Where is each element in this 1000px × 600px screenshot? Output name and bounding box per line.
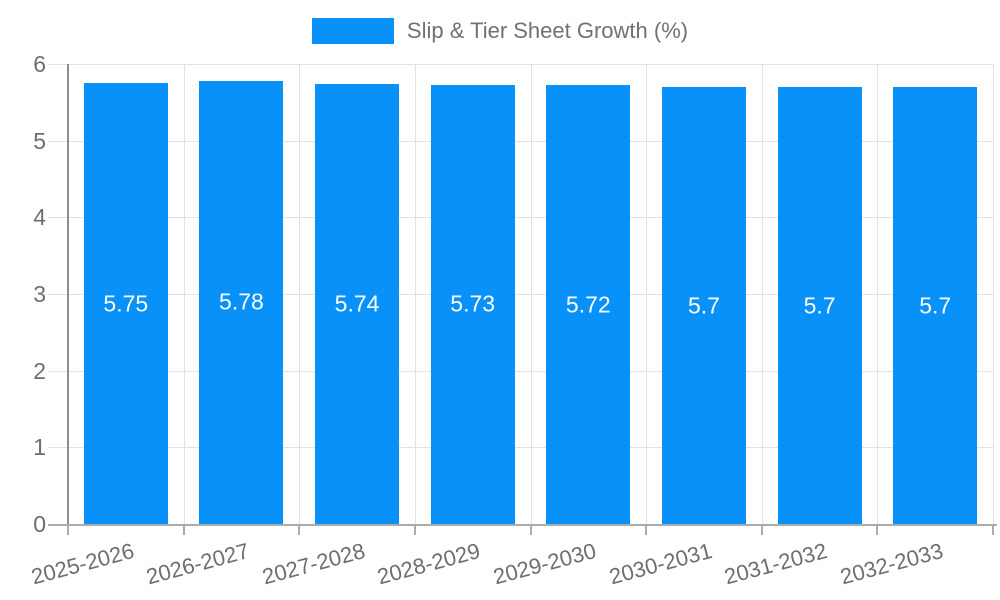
bar-value-label: 5.72 xyxy=(565,291,611,318)
x-tick-mark xyxy=(529,526,532,535)
x-gridline xyxy=(183,64,185,524)
bar-value-label: 5.75 xyxy=(103,290,149,317)
x-gridline xyxy=(299,64,301,524)
x-tick-mark xyxy=(992,526,994,535)
x-axis-label: 2032-2033 xyxy=(837,538,946,590)
x-tick-mark xyxy=(67,526,69,535)
legend-label: Slip & Tier Sheet Growth (%) xyxy=(406,18,689,43)
legend-swatch xyxy=(311,18,394,44)
x-axis-label: 2027-2028 xyxy=(259,538,368,590)
bar[interactable]: 5.73 xyxy=(430,84,515,524)
bar[interactable]: 5.72 xyxy=(546,85,631,524)
x-gridline xyxy=(877,64,879,524)
y-gridline xyxy=(48,447,993,449)
y-gridline xyxy=(48,217,993,219)
y-axis-label: 6 xyxy=(33,51,46,77)
x-axis-label: 2026-2027 xyxy=(143,538,252,590)
x-tick-mark xyxy=(413,526,416,535)
x-tick-mark xyxy=(645,526,648,535)
y-axis-label: 5 xyxy=(33,127,46,154)
bar[interactable]: 5.75 xyxy=(83,83,168,524)
plot-area: 5.75 5.78 5.74 5.73 5.72 5.7 5.7 5.7 xyxy=(48,64,994,524)
bar[interactable]: 5.7 xyxy=(893,87,978,524)
x-gridline xyxy=(761,64,763,524)
x-tick-mark xyxy=(876,526,879,535)
bar-value-label: 5.73 xyxy=(450,290,496,317)
legend-item[interactable]: Slip & Tier Sheet Growth (%) xyxy=(0,18,1000,44)
y-gridline xyxy=(48,370,993,372)
bar-value-label: 5.7 xyxy=(687,292,720,318)
x-axis-label: 2025-2026 xyxy=(28,538,137,590)
x-gridline xyxy=(414,64,416,524)
bar[interactable]: 5.78 xyxy=(199,80,284,524)
y-gridline xyxy=(48,294,993,295)
x-tick-mark xyxy=(760,526,763,535)
y-axis-label: 2 xyxy=(33,357,46,384)
bar[interactable]: 5.7 xyxy=(777,87,862,524)
bar[interactable]: 5.74 xyxy=(315,83,400,524)
bar[interactable]: 5.7 xyxy=(661,87,746,524)
bar-value-label: 5.7 xyxy=(919,292,952,318)
x-axis-label: 2029-2030 xyxy=(490,538,599,590)
y-axis-label: 0 xyxy=(33,511,46,537)
x-tick-mark xyxy=(182,526,185,535)
y-axis-label: 1 xyxy=(33,434,46,461)
y-axis-line xyxy=(67,64,69,524)
x-axis-line xyxy=(48,524,997,526)
y-axis-label: 4 xyxy=(33,204,46,231)
x-axis-label: 2030-2031 xyxy=(606,538,715,590)
y-gridline xyxy=(48,64,993,65)
x-gridline xyxy=(993,64,994,524)
x-gridline xyxy=(646,64,648,524)
x-gridline xyxy=(530,64,532,524)
x-axis-label: 2031-2032 xyxy=(721,538,831,590)
y-gridline xyxy=(48,140,993,142)
bar-value-label: 5.7 xyxy=(803,292,836,318)
x-axis-label: 2028-2029 xyxy=(375,538,484,590)
y-axis-label: 3 xyxy=(33,281,46,307)
bar-value-label: 5.74 xyxy=(334,290,380,317)
x-tick-mark xyxy=(298,526,301,535)
bar-value-label: 5.78 xyxy=(219,288,264,315)
